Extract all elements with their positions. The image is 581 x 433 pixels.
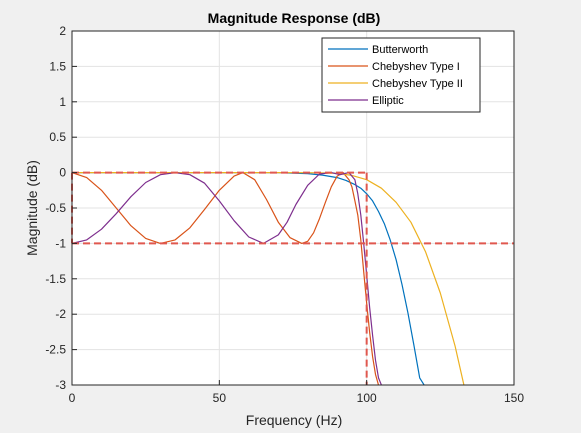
legend: Butterworth Chebyshev Type I Chebyshev Typ… [321,37,481,113]
y-tick-label: 0 [59,166,66,180]
series-line-chebyshev-type-i [72,172,380,385]
y-tick-label: -3 [55,378,66,392]
y-ticks: 2 1.5 1 0.5 0 -0.5 -1 -1.5 -2 -2.5 -3 [45,24,77,392]
legend-label: Chebyshev Type I [372,61,460,73]
chart-title: Magnitude Response (dB) [208,10,381,26]
y-tick-label: 2 [59,24,66,38]
x-tick-label: 100 [357,391,377,405]
x-tick-label: 150 [504,391,524,405]
legend-label: Butterworth [372,44,428,56]
legend-label: Chebyshev Type II [372,78,463,90]
y-tick-label: 0.5 [49,130,66,144]
y-tick-label: -1 [55,236,66,250]
y-tick-label: -1.5 [45,272,66,286]
series-line-elliptic [72,172,382,385]
y-tick-label: -0.5 [45,201,66,215]
legend-label: Elliptic [372,95,404,107]
y-tick-label: -2 [55,307,66,321]
y-axis-label: Magnitude (dB) [24,160,40,256]
x-ticks: 0 50 100 150 [69,380,524,405]
x-tick-label: 50 [213,391,227,405]
y-tick-label: 1 [59,95,66,109]
x-axis-label: Frequency (Hz) [246,412,342,428]
x-tick-label: 0 [69,391,76,405]
y-tick-label: 1.5 [49,59,66,73]
y-tick-label: -2.5 [45,343,66,357]
